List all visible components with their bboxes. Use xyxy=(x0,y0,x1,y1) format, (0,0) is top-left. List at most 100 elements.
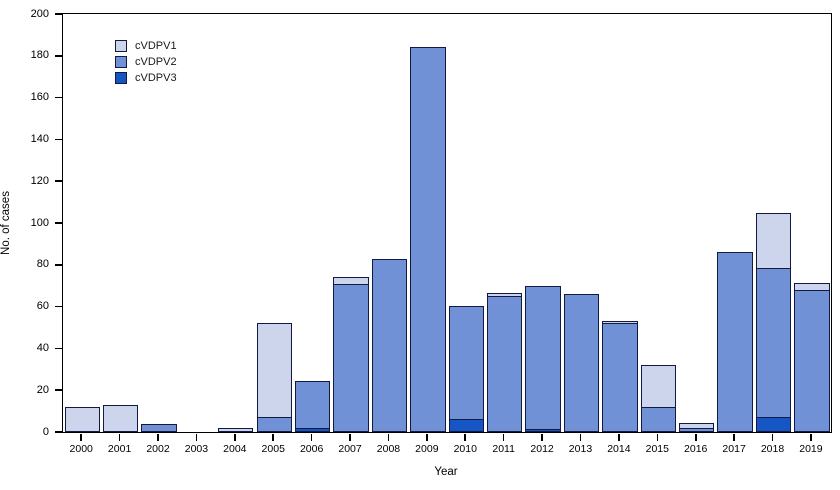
bar-segment-cvdpv2-2019 xyxy=(794,289,830,432)
bar-2019 xyxy=(794,283,830,432)
legend-item-cvdpv1: cVDPV1 xyxy=(115,40,177,52)
y-tick-mark xyxy=(55,431,62,433)
x-tick-mark-cell xyxy=(523,434,561,441)
bar-slot-2016 xyxy=(678,14,716,432)
x-tick-label-2010: 2010 xyxy=(453,443,477,455)
x-tick-mark-cell xyxy=(331,434,369,441)
bar-segment-cvdpv3-2006 xyxy=(294,427,331,432)
x-tick-mark-cell xyxy=(177,434,215,441)
bar-2010 xyxy=(448,306,484,432)
x-tick-label-2001: 2001 xyxy=(107,443,132,455)
x-tick-mark-cell xyxy=(446,434,484,441)
y-tick-label: 100 xyxy=(30,216,49,229)
bar-slot-2005 xyxy=(255,14,293,432)
x-tick-label-2007: 2007 xyxy=(338,443,362,455)
x-tick-mark-cell xyxy=(600,434,638,441)
bar-slot-2001 xyxy=(101,14,139,432)
bar-segment-cvdpv2-2012 xyxy=(525,286,561,431)
y-tick-mark xyxy=(55,222,62,224)
x-tick-label-2002: 2002 xyxy=(146,443,170,455)
bar-segment-cvdpv2-2002 xyxy=(141,423,177,432)
x-tick-mark-cell xyxy=(369,434,407,441)
bar-slot-2017 xyxy=(716,14,754,432)
x-tick-mark xyxy=(464,434,467,441)
bar-2018 xyxy=(755,213,792,432)
bar-slot-2010 xyxy=(447,14,485,432)
x-tick-label-2013: 2013 xyxy=(568,443,593,455)
x-tick-mark xyxy=(195,434,198,441)
bar-slot-2018 xyxy=(754,14,792,432)
x-tick-mark-cell xyxy=(62,434,100,441)
x-tick-label-2018: 2018 xyxy=(760,443,785,455)
bar-segment-cvdpv1-2000 xyxy=(64,406,100,432)
x-tick-label-2006: 2006 xyxy=(299,443,324,455)
x-tick-mark-cell xyxy=(677,434,715,441)
y-tick-label: 120 xyxy=(30,174,49,187)
x-tick-label-2009: 2009 xyxy=(415,443,439,455)
x-tick-mark-cell xyxy=(561,434,599,441)
bar-segment-cvdpv2-2010 xyxy=(448,306,484,421)
bar-2012 xyxy=(525,286,561,432)
bar-2015 xyxy=(640,364,676,432)
legend-item-cvdpv2: cVDPV2 xyxy=(115,56,177,68)
y-tick-mark xyxy=(55,55,62,57)
bar-2007 xyxy=(333,276,369,432)
x-tick-label-2011: 2011 xyxy=(492,443,515,455)
bar-slot-2008 xyxy=(370,14,408,432)
bar-segment-cvdpv3-2012 xyxy=(525,429,561,432)
bar-2002 xyxy=(141,423,177,432)
y-tick-label: 20 xyxy=(36,383,49,396)
bar-segment-cvdpv2-2007 xyxy=(333,283,369,432)
bar-2011 xyxy=(487,293,523,432)
y-tick-mark xyxy=(55,13,62,15)
x-tick-label-2000: 2000 xyxy=(69,443,93,455)
y-tick-mark xyxy=(55,138,62,141)
x-axis-title: Year xyxy=(434,466,458,478)
legend-label: cVDPV1 xyxy=(135,40,177,52)
x-tick-mark xyxy=(387,434,390,441)
x-tick-mark-cell xyxy=(216,434,254,441)
x-tick-mark-cell xyxy=(484,434,522,441)
legend-swatch-icon xyxy=(115,40,127,52)
bar-slot-2009 xyxy=(409,14,447,432)
bar-slot-2006 xyxy=(293,14,331,432)
y-tick-label: 200 xyxy=(30,7,49,20)
y-tick-label: 0 xyxy=(42,425,49,438)
bar-segment-cvdpv2-2016 xyxy=(679,427,715,432)
x-tick-label-2012: 2012 xyxy=(530,443,554,455)
x-tick-mark xyxy=(502,434,505,441)
x-tick-label-2014: 2014 xyxy=(607,443,631,455)
bar-segment-cvdpv2-2009 xyxy=(410,47,446,432)
bar-segment-cvdpv2-2008 xyxy=(371,258,408,432)
bar-2017 xyxy=(717,252,753,432)
bar-slot-2000 xyxy=(63,14,101,432)
bar-slot-2019 xyxy=(793,14,831,432)
y-tick-mark xyxy=(55,96,62,99)
x-tick-mark-cell xyxy=(715,434,753,441)
x-tick-label-2005: 2005 xyxy=(261,443,285,455)
legend-label: cVDPV3 xyxy=(135,72,177,84)
plot-area: cVDPV1 cVDPV2 cVDPV3 xyxy=(62,13,832,433)
x-tick-label-2004: 2004 xyxy=(223,443,247,455)
x-axis-tick-labels: 2000 2001 2002 2003 2004 2005 2006 2007 2008 2009… xyxy=(62,443,830,456)
legend: cVDPV1 cVDPV2 cVDPV3 xyxy=(115,40,177,84)
y-tick-mark xyxy=(55,180,62,182)
y-tick-label: 160 xyxy=(30,91,49,104)
x-tick-mark xyxy=(694,434,697,441)
bar-slot-2002 xyxy=(140,14,178,432)
bar-segment-cvdpv3-2018 xyxy=(755,417,792,432)
bars-container xyxy=(63,14,831,432)
x-tick-mark xyxy=(733,434,735,441)
y-tick-mark xyxy=(55,305,62,308)
x-tick-label-2019: 2019 xyxy=(799,443,823,455)
x-tick-mark xyxy=(579,434,582,441)
x-tick-mark xyxy=(618,434,620,441)
y-tick-mark xyxy=(55,264,62,266)
x-tick-mark xyxy=(771,434,774,441)
bar-slot-2007 xyxy=(332,14,370,432)
y-tick-label: 40 xyxy=(36,341,49,354)
y-tick-mark xyxy=(55,389,62,391)
y-tick-mark xyxy=(55,347,62,350)
bar-slot-2011 xyxy=(485,14,523,432)
y-tick-label: 180 xyxy=(30,49,49,62)
